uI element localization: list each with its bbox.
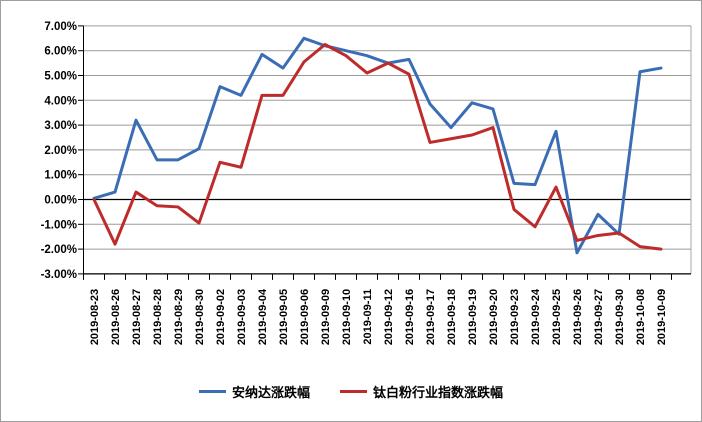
- legend-item-tio2-index: 钛白粉行业指数涨跌幅: [340, 382, 503, 401]
- svg-text:2019-08-26: 2019-08-26: [110, 289, 122, 345]
- svg-text:2019-08-28: 2019-08-28: [152, 289, 164, 345]
- svg-text:2019-09-24: 2019-09-24: [530, 288, 542, 345]
- svg-text:2019-09-30: 2019-09-30: [614, 289, 626, 345]
- svg-text:7.00%: 7.00%: [44, 21, 77, 33]
- legend-label-tio2-index: 钛白粉行业指数涨跌幅: [373, 385, 504, 400]
- svg-text:3.00%: 3.00%: [44, 120, 77, 132]
- x-axis: [83, 273, 691, 280]
- y-axis: [78, 25, 84, 275]
- x-tick-labels: 2019-08-23 2019-08-26 2019-08-27 2019-08-28…: [89, 288, 668, 345]
- svg-text:2019-09-23: 2019-09-23: [509, 289, 521, 345]
- svg-text:2019-09-06: 2019-09-06: [299, 289, 311, 345]
- svg-text:2019-09-20: 2019-09-20: [488, 289, 500, 345]
- svg-text:2019-09-26: 2019-09-26: [572, 289, 584, 345]
- svg-text:2019-10-08: 2019-10-08: [635, 289, 647, 345]
- y-tick-labels: 7.00% 6.00% 5.00% 4.00% 3.00% 2.00% 1.00% 0.00%…: [41, 21, 77, 281]
- svg-text:2019-09-10: 2019-09-10: [341, 289, 353, 345]
- legend-line-sample-blue: [198, 390, 226, 393]
- svg-text:2019-08-29: 2019-08-29: [173, 289, 185, 345]
- svg-text:2019-09-03: 2019-09-03: [236, 289, 248, 345]
- svg-text:2019-09-27: 2019-09-27: [593, 289, 605, 345]
- series-line-1: [92, 43, 663, 251]
- svg-text:2019-10-09: 2019-10-09: [656, 289, 668, 345]
- svg-text:2019-09-05: 2019-09-05: [278, 289, 290, 345]
- svg-text:2019-08-30: 2019-08-30: [194, 289, 206, 345]
- svg-text:5.00%: 5.00%: [44, 71, 77, 83]
- svg-text:2019-09-04: 2019-09-04: [257, 288, 269, 345]
- legend-label-annada: 安纳达涨跌幅: [231, 385, 310, 400]
- legend-item-annada: 安纳达涨跌幅: [198, 382, 310, 401]
- svg-text:2.00%: 2.00%: [44, 145, 77, 157]
- svg-text:2019-08-23: 2019-08-23: [89, 289, 101, 345]
- svg-text:1.00%: 1.00%: [44, 170, 77, 182]
- svg-text:4.00%: 4.00%: [44, 95, 77, 107]
- svg-text:2019-09-16: 2019-09-16: [404, 289, 416, 345]
- svg-text:2019-09-17: 2019-09-17: [425, 289, 437, 345]
- gridlines: [83, 25, 691, 275]
- svg-text:2019-09-11: 2019-09-11: [362, 289, 374, 345]
- svg-text:-3.00%: -3.00%: [41, 269, 77, 281]
- svg-text:2019-09-12: 2019-09-12: [383, 289, 395, 345]
- svg-text:0.00%: 0.00%: [44, 195, 77, 207]
- svg-text:2019-09-25: 2019-09-25: [551, 289, 563, 345]
- svg-text:-1.00%: -1.00%: [41, 219, 77, 231]
- svg-text:-2.00%: -2.00%: [41, 244, 77, 256]
- svg-text:2019-08-27: 2019-08-27: [131, 289, 143, 345]
- svg-text:2019-09-19: 2019-09-19: [467, 289, 479, 345]
- chart-legend: 安纳达涨跌幅 钛白粉行业指数涨跌幅: [1, 382, 701, 401]
- svg-text:2019-09-18: 2019-09-18: [446, 289, 458, 345]
- legend-line-sample-red: [340, 390, 367, 393]
- svg-text:2019-09-09: 2019-09-09: [320, 289, 332, 345]
- svg-text:6.00%: 6.00%: [44, 46, 77, 58]
- series-line-0: [92, 36, 663, 255]
- svg-text:2019-09-02: 2019-09-02: [215, 289, 227, 345]
